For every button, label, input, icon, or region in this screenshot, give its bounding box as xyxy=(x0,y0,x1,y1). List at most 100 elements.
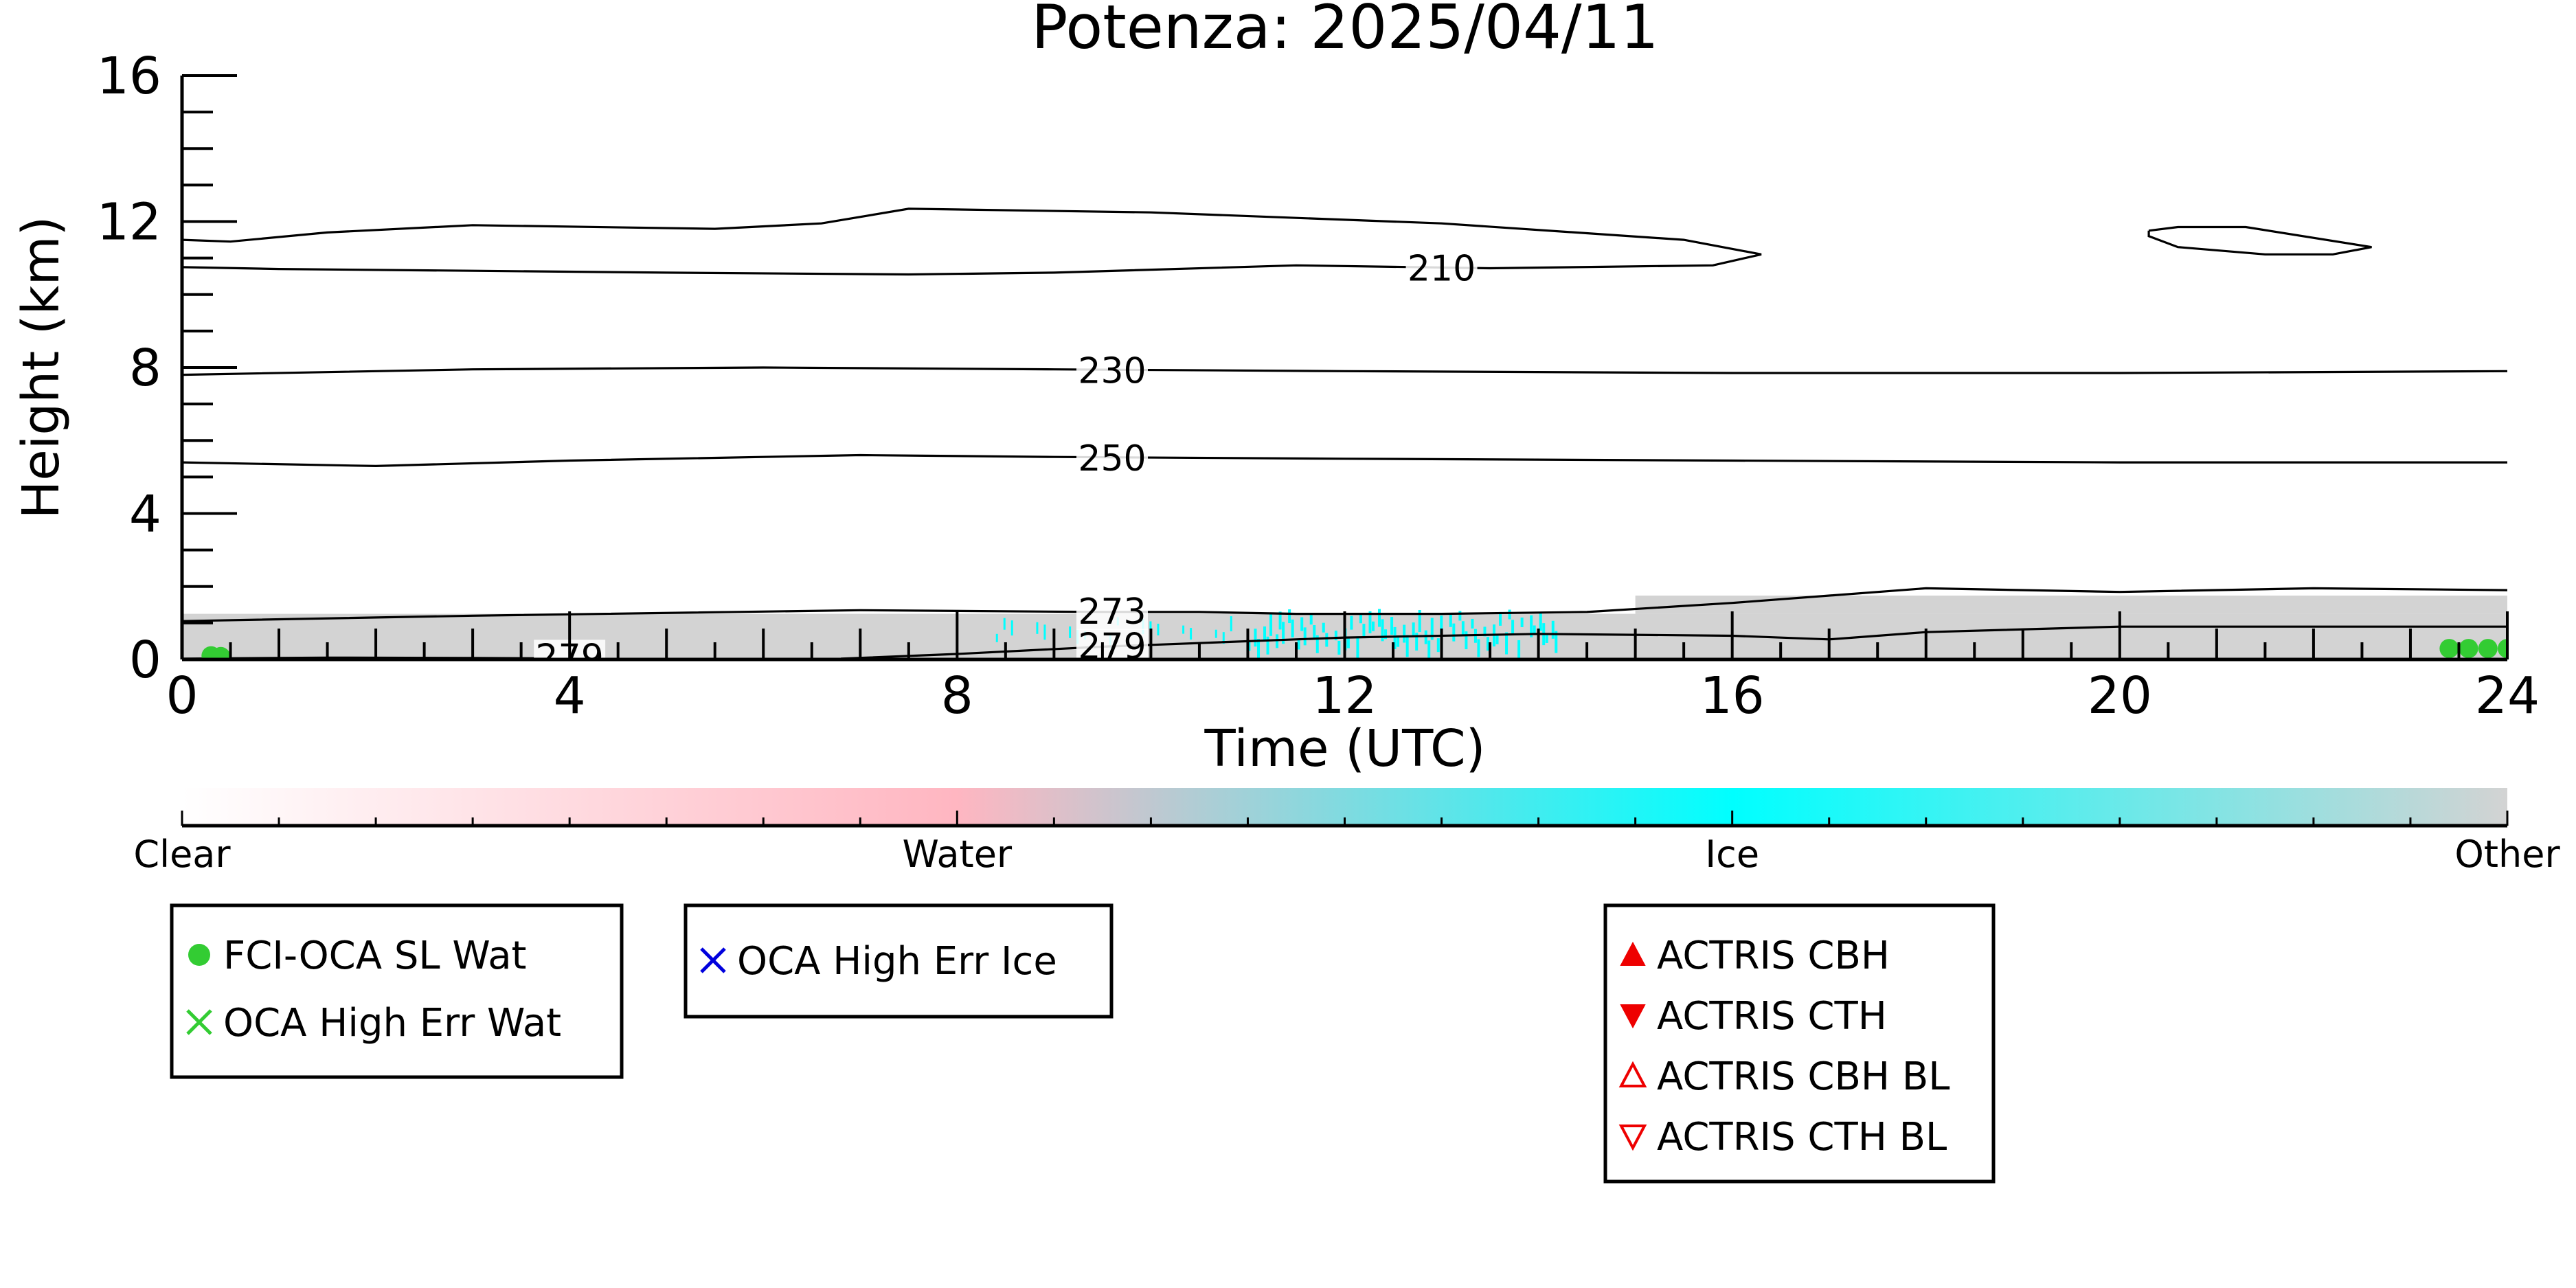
legend-box-2 xyxy=(1603,903,1996,1184)
ice-pixel xyxy=(1555,631,1558,653)
contour-210-0-0 xyxy=(182,207,1762,276)
ice-pixel xyxy=(1378,609,1381,627)
ice-pixel xyxy=(1505,632,1509,655)
ice-pixel xyxy=(1313,625,1316,640)
x-tick-label-8: 8 xyxy=(941,666,973,725)
ice-pixel xyxy=(1230,616,1232,632)
y-tick-label-4: 4 xyxy=(129,485,161,544)
point-0-2 xyxy=(2439,639,2459,659)
ice-pixel xyxy=(1465,631,1468,650)
contour-273-3-0 xyxy=(182,587,2507,622)
ice-pixels-layer xyxy=(995,609,1558,659)
ice-pixel xyxy=(1291,619,1294,637)
colorbar-label-water: Water xyxy=(903,833,1013,876)
x-tick-label-12: 12 xyxy=(1312,666,1377,725)
legend-marker-triangle-down xyxy=(1620,1004,1646,1029)
x-tick-label-20: 20 xyxy=(2088,666,2152,725)
ice-pixel xyxy=(1495,634,1499,644)
ice-pixel xyxy=(1356,636,1359,659)
ice-pixel xyxy=(1483,626,1487,637)
colorbar-axis: Clear Water Ice Other xyxy=(133,811,2560,876)
legend-box-1 xyxy=(683,903,1114,1019)
ice-pixel xyxy=(1539,613,1542,631)
ice-pixel xyxy=(1362,624,1366,638)
point-0-3 xyxy=(2459,639,2478,659)
ice-pixel xyxy=(1415,633,1419,651)
point-0-4 xyxy=(2478,639,2498,659)
ice-pixel xyxy=(1412,622,1415,637)
ice-pixel xyxy=(1350,615,1353,630)
ice-pixel xyxy=(1010,620,1013,636)
ice-pixel xyxy=(1545,633,1548,643)
ice-pixel xyxy=(995,633,998,642)
marker-points xyxy=(201,639,2507,659)
ice-pixel xyxy=(1003,618,1006,630)
legend-marker-circle xyxy=(188,944,210,966)
contour-label-bg xyxy=(1405,251,1478,287)
ice-pixel xyxy=(1530,615,1533,637)
ice-pixel xyxy=(1368,611,1372,633)
ice-pixel xyxy=(1418,610,1421,633)
legend-marker-x xyxy=(186,1009,212,1035)
ice-pixel xyxy=(1427,640,1431,659)
legend-entry-0-0: FCI-OCA SL Wat xyxy=(223,934,527,978)
colorbar-label-clear: Clear xyxy=(133,833,231,876)
ice-pixel xyxy=(1430,618,1434,640)
y-tick-label-0: 0 xyxy=(129,631,161,690)
ice-pixel xyxy=(1325,633,1329,647)
cloud-mask-other-1 xyxy=(1635,596,2507,614)
contour-label-279: 279 xyxy=(1078,626,1146,667)
ice-pixel xyxy=(1043,624,1046,640)
contour-250-2-0 xyxy=(182,453,2507,468)
ice-pixel xyxy=(1452,623,1456,642)
ice-pixel xyxy=(1069,626,1072,638)
ice-pixel xyxy=(1458,611,1462,621)
ice-pixel xyxy=(1269,613,1273,636)
legend-box-0 xyxy=(170,903,624,1079)
ice-pixel xyxy=(1517,640,1521,659)
legend-marker-triangle-down-open xyxy=(1618,1125,1647,1151)
ice-pixel xyxy=(1393,626,1397,649)
point-0-5 xyxy=(2498,639,2507,659)
contour-label-bg xyxy=(1076,353,1148,389)
contour-label-bg xyxy=(1076,594,1148,630)
legends: FCI-OCA SL Wat OCA High Err Wat OCA High E… xyxy=(170,903,1996,1184)
ice-pixel xyxy=(1436,638,1440,653)
ice-pixel xyxy=(1424,630,1427,644)
legend-marker-x xyxy=(700,947,726,973)
ice-pixel xyxy=(1266,636,1269,655)
legend-entry-1-0: OCA High Err Ice xyxy=(737,939,1057,984)
y-axis-label: Height (km) xyxy=(12,216,71,519)
x-tick-label-0: 0 xyxy=(166,666,198,725)
contour-label-210: 210 xyxy=(1408,249,1476,290)
contour-label-bg xyxy=(1076,629,1148,659)
ice-pixel xyxy=(1359,613,1362,624)
ice-pixel xyxy=(1471,618,1474,629)
ice-pixel xyxy=(1405,635,1409,657)
ice-pixel xyxy=(1157,623,1160,635)
x-tick-label-4: 4 xyxy=(554,666,586,725)
legend-entry-0-1: OCA High Err Wat xyxy=(223,1001,561,1046)
ice-pixel xyxy=(1533,625,1536,635)
ice-pixel xyxy=(1508,609,1511,620)
legend-entry-2-2: ACTRIS CBH BL xyxy=(1657,1054,1950,1099)
ice-pixel xyxy=(1390,617,1394,635)
y-tick-label-8: 8 xyxy=(129,339,161,398)
point-0-1 xyxy=(211,646,231,659)
contour-label-230: 230 xyxy=(1078,350,1146,392)
x-axis-label: Time (UTC) xyxy=(1204,719,1485,778)
ice-pixel xyxy=(1511,620,1515,634)
ice-pixel xyxy=(1397,637,1400,647)
legend-entry-2-0: ACTRIS CBH xyxy=(1657,934,1890,978)
contour-210-0-1 xyxy=(2147,225,2372,256)
contour-230-1-0 xyxy=(182,366,2507,376)
ice-pixel xyxy=(1337,640,1341,655)
ice-pixel xyxy=(1551,620,1555,639)
ice-pixel xyxy=(1334,631,1337,641)
ice-pixel xyxy=(1384,629,1388,640)
ice-pixel xyxy=(1309,615,1313,625)
ice-pixel xyxy=(1182,625,1185,634)
legend-entry-2-3: ACTRIS CTH BL xyxy=(1657,1115,1947,1160)
ice-pixel xyxy=(1477,639,1480,657)
